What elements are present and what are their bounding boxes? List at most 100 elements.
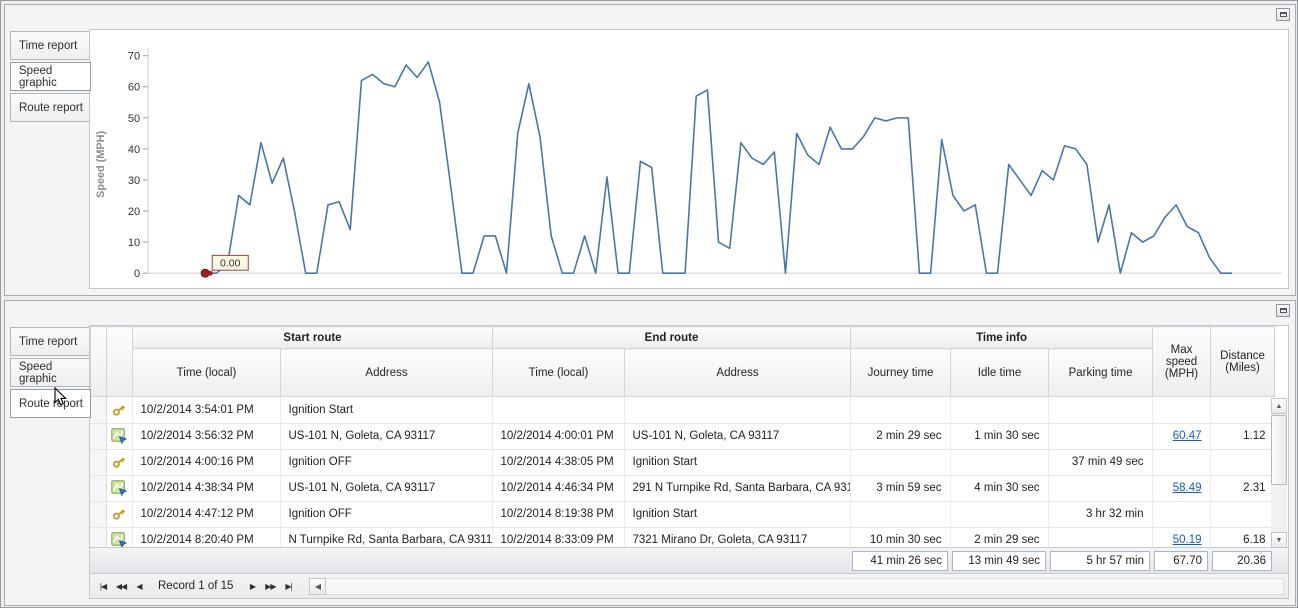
scroll-left-icon[interactable]: ◀ [309,577,327,595]
grid-row[interactable]: 10/2/2014 4:00:16 PM Ignition OFF 10/2/201… [90,449,1275,476]
scroll-up-icon[interactable]: ▲ [1271,398,1287,414]
end-address-cell: 7321 Mirano Dr, Goleta, CA 93117 [624,527,851,547]
start-time-cell: 10/2/2014 8:20:40 PM [132,527,281,547]
column-group-time-info[interactable]: Time info [850,326,1154,349]
idle-time-cell: 2 min 29 sec [950,527,1049,547]
column-header-end-time[interactable]: Time (local) [492,348,625,397]
icon-column-header [106,326,133,397]
journey-time-cell: 10 min 30 sec [850,527,951,547]
nav-last-button[interactable]: ▶| [285,581,292,591]
end-time-cell: 10/2/2014 4:38:05 PM [492,449,625,476]
column-header-start-time[interactable]: Time (local) [132,348,281,397]
grid-row[interactable]: 10/2/2014 3:54:01 PM Ignition Start [90,397,1275,424]
start-address-cell: US-101 N, Goleta, CA 93117 [280,423,493,450]
summary-journey-time: 41 min 26 sec [852,551,948,571]
summary-idle-time: 13 min 49 sec [952,551,1046,571]
grid-row[interactable]: 10/2/2014 3:56:32 PM US-101 N, Goleta, CA… [90,423,1275,450]
vertical-scrollbar[interactable]: ▲ ▼ [1271,398,1287,548]
vertical-scroll-thumb[interactable] [1271,415,1287,485]
start-address-cell: N Turnpike Rd, Santa Barbara, CA 93111 [280,527,493,547]
grid-row[interactable]: 10/2/2014 4:38:34 PM US-101 N, Goleta, CA… [90,475,1275,502]
parking-time-cell [1048,423,1153,450]
svg-text:Speed (MPH): Speed (MPH) [95,131,107,198]
end-time-cell: 10/2/2014 8:19:38 PM [492,501,625,528]
end-address-cell: Ignition Start [624,449,851,476]
distance-cell [1210,397,1275,424]
start-time-cell: 10/2/2014 4:47:12 PM [132,501,281,528]
distance-cell: 6.18 [1210,527,1275,547]
idle-time-cell: 1 min 30 sec [950,423,1049,450]
start-time-cell: 10/2/2014 3:56:32 PM [132,423,281,450]
column-header-distance[interactable]: Distance (Miles) [1210,326,1276,397]
tab-time-report[interactable]: Time report [10,327,90,356]
max-speed-cell: 58.49 [1152,475,1211,502]
max-speed-link[interactable]: 60.47 [1172,430,1202,442]
column-header-max-speed[interactable]: Max speed (MPH) [1152,326,1212,397]
end-time-cell: 10/2/2014 8:33:09 PM [492,527,625,547]
max-speed-link[interactable]: 58.49 [1172,482,1202,494]
idle-time-cell: 4 min 30 sec [950,475,1049,502]
grid-summary-row: 41 min 26 sec 13 min 49 sec 5 hr 57 min … [90,547,1288,573]
row-indicator [90,397,107,424]
tab-route-report[interactable]: Route report [10,93,90,122]
ignition-key-icon [112,457,126,468]
horizontal-scroll-track[interactable] [326,577,1284,595]
max-speed-link[interactable]: 50.19 [1172,534,1202,546]
nav-prev-page-button[interactable]: ◀◀ [115,581,127,591]
column-header-journey-time[interactable]: Journey time [850,348,952,397]
column-header-parking-time[interactable]: Parking time [1048,348,1154,397]
tab-speed-graphic[interactable]: Speed graphic [10,358,90,387]
svg-text:30: 30 [128,175,140,187]
route-report-grid: Start route End route Time info Max spee… [89,325,1289,599]
distance-cell: 1.12 [1210,423,1275,450]
column-header-end-address[interactable]: Address [623,348,852,397]
idle-time-cell [950,501,1049,528]
row-indicator [90,449,107,476]
ignition-key-icon [112,405,126,416]
collapse-panel-button[interactable] [1276,304,1290,317]
ignition-cell [106,397,133,424]
tab-route-report[interactable]: Route report [10,389,91,418]
start-time-cell: 10/2/2014 3:54:01 PM [132,397,281,424]
summary-parking-time: 5 hr 57 min [1050,551,1150,571]
record-label: Record 1 of 15 [158,580,234,592]
grid-rows-viewport: 10/2/2014 3:54:01 PM Ignition Start 10/2/2… [90,397,1288,547]
tab-time-report[interactable]: Time report [10,31,90,60]
scroll-down-icon[interactable]: ▼ [1271,532,1287,548]
column-group-end-route[interactable]: End route [491,326,852,349]
grid-row[interactable]: 10/2/2014 8:20:40 PM N Turnpike Rd, Santa… [90,527,1275,547]
nav-first-button[interactable]: |◀ [99,581,107,591]
column-header-idle-time[interactable]: Idle time [950,348,1050,397]
summary-distance: 20.36 [1212,551,1272,571]
max-speed-cell [1152,501,1211,528]
max-speed-cell [1152,449,1211,476]
column-group-start-route[interactable]: Start route [132,326,493,349]
column-header-start-address[interactable]: Address [280,348,493,397]
horizontal-scrollbar[interactable]: ◀ [309,577,1284,595]
start-point-marker: 0.00 [200,254,249,278]
nav-prev-button[interactable]: ◀ [136,581,142,591]
max-speed-cell: 60.47 [1152,423,1211,450]
svg-text:60: 60 [128,82,140,94]
collapse-icon [1279,12,1287,17]
journey-time-cell [850,501,951,528]
svg-text:50: 50 [128,113,140,125]
collapse-panel-button[interactable] [1276,8,1290,21]
route-map-icon [111,480,128,497]
nav-next-page-button[interactable]: ▶▶ [265,581,276,591]
tab-speed-graphic[interactable]: Speed graphic [10,62,91,91]
ignition-cell [106,449,133,476]
max-speed-cell: 50.19 [1152,527,1211,547]
grid-row[interactable]: 10/2/2014 4:47:12 PM Ignition OFF 10/2/201… [90,501,1275,528]
ignition-key-icon [112,509,126,520]
route-cell [106,475,133,502]
end-address-cell: US-101 N, Goleta, CA 93117 [624,423,851,450]
nav-next-button[interactable]: ▶ [249,581,256,591]
start-time-cell: 10/2/2014 4:38:34 PM [132,475,281,502]
start-time-cell: 10/2/2014 4:00:16 PM [132,449,281,476]
end-time-cell: 10/2/2014 4:46:34 PM [492,475,625,502]
parking-time-cell [1048,397,1153,424]
distance-cell [1210,501,1275,528]
journey-time-cell [850,397,951,424]
